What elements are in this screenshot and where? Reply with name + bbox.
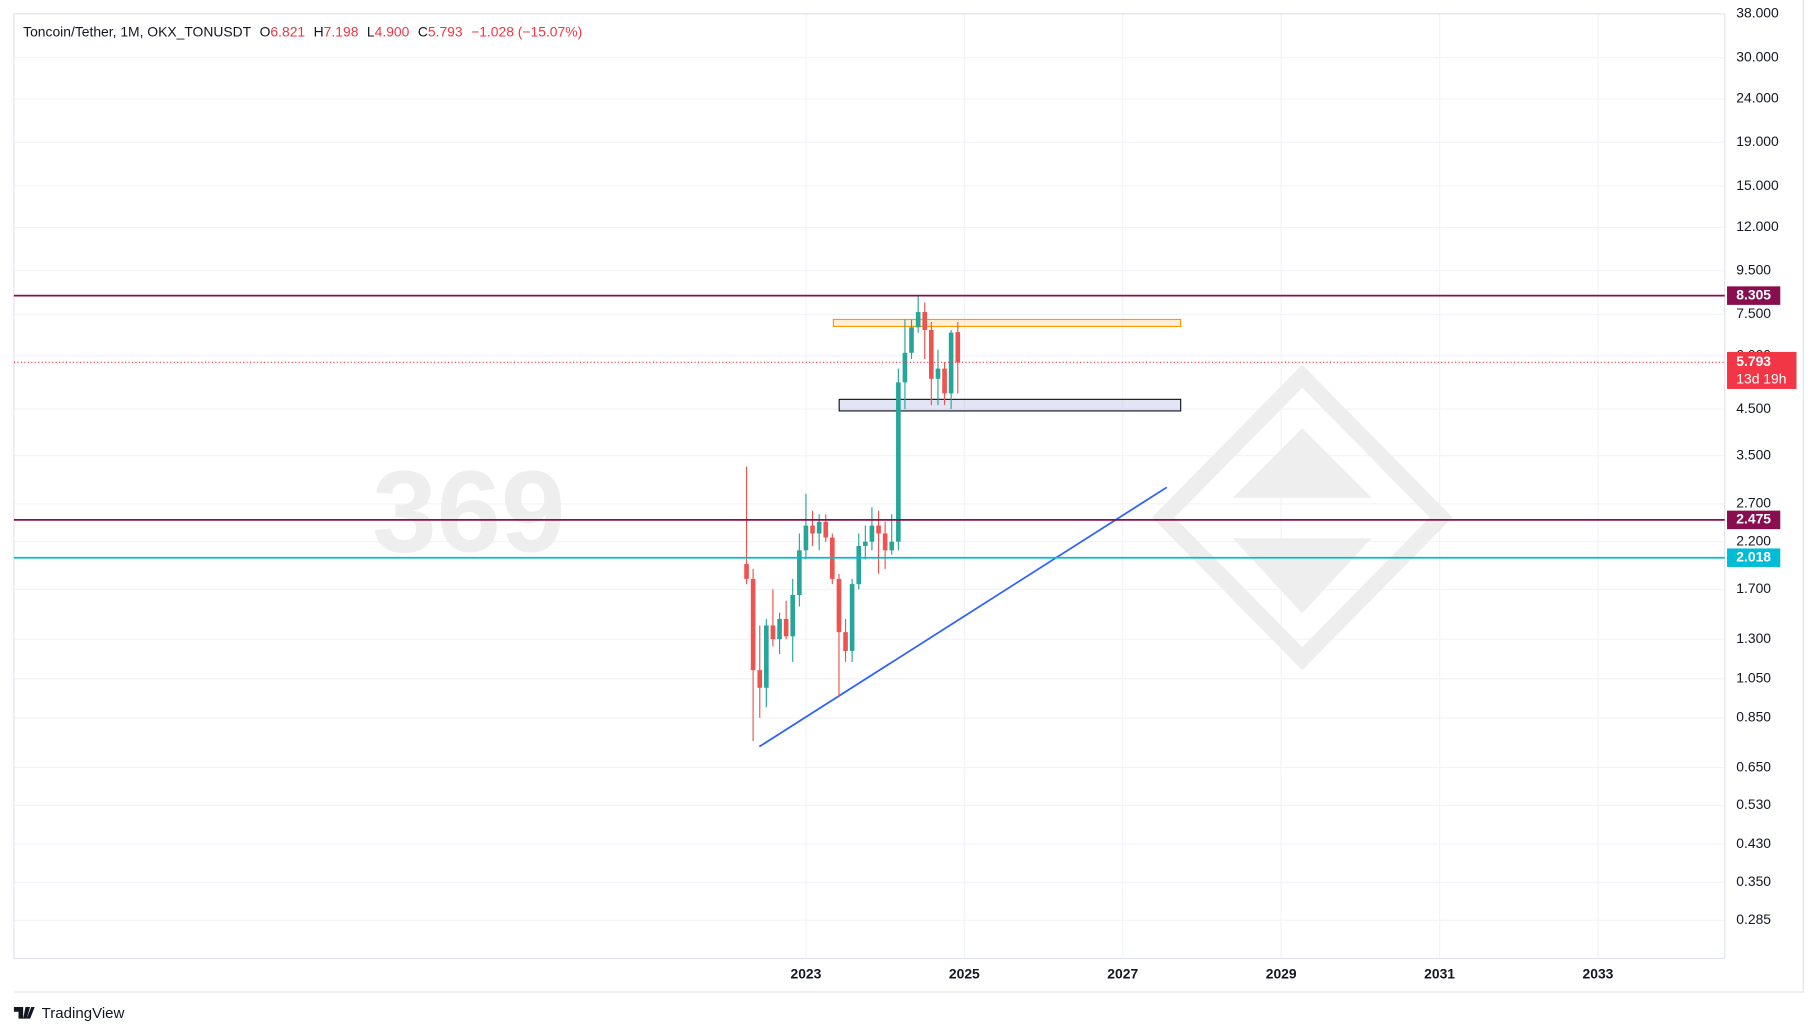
y-tick-label: 38.000 [1736,5,1779,21]
candle-body [922,312,928,330]
y-tick-label: 2.200 [1736,532,1771,548]
level-label: 2.475 [1736,511,1771,527]
candle-body [816,521,822,534]
x-tick-label: 2023 [791,965,822,981]
ohlc-label: H [314,23,324,39]
y-tick-label: 3.500 [1736,446,1771,462]
y-tick-label: 4.500 [1736,400,1771,416]
y-tick-label: 7.500 [1736,305,1771,321]
ohlc-value: 7.198 [324,23,359,39]
candle-body [770,625,776,640]
candle-body [777,618,782,640]
candle-body [803,525,809,551]
ohlc-label: O [260,23,271,39]
symbol: Toncoin/Tether, 1M, OKX_TONUSDT [23,23,252,39]
legend-header: Toncoin/Tether, 1M, OKX_TONUSDT O6.821 H… [23,23,582,39]
ohlc-value: 4.900 [375,23,410,39]
ohlc-label: C [418,23,428,39]
candle-body [843,632,848,651]
candle-body [942,368,947,394]
marks-layer [13,294,1725,742]
candle-body [869,525,875,542]
candle-body [856,545,862,585]
candle-body [889,541,895,551]
candle-body [764,625,769,688]
candle-body [955,332,961,363]
candle-body [744,564,749,579]
y-tick-label: 19.000 [1736,133,1779,149]
candle-body [948,332,954,394]
watermark-logo [1151,364,1453,671]
level-label: 8.305 [1736,286,1771,302]
candle-body [876,525,881,534]
candle-body [790,595,796,637]
candle-body [915,312,921,328]
y-tick-label: 0.285 [1736,911,1771,927]
y-tick-label: 0.430 [1736,835,1771,851]
y-tick-label: 0.350 [1736,873,1771,889]
level-label-box [1727,548,1781,567]
footer-logo: TradingView [13,1005,125,1022]
logo-icon [13,1007,35,1019]
level-label-box [1727,510,1781,530]
y-tick-label: 2.700 [1736,494,1771,510]
grid-layer [13,13,1725,959]
footer-text: TradingView [42,1005,125,1022]
candle-body [810,525,815,534]
candle-body [909,327,914,353]
x-tick-label: 2031 [1424,965,1455,981]
candle-body [902,352,908,383]
level-label-box [1727,286,1781,305]
candle-body [849,584,855,651]
ohlc-value: 5.793 [428,23,463,39]
y-tick-label: 0.650 [1736,758,1771,774]
price-label: 5.793 [1736,353,1771,369]
support-zone [838,398,1182,412]
x-tick-label: 2025 [949,965,980,981]
candle-body [823,521,829,538]
x-tick-label: 2027 [1107,965,1138,981]
candle-body [896,382,901,542]
change: −1.028 (−15.07%) [471,23,582,39]
y-tick-label: 0.850 [1736,709,1771,725]
x-tick-label: 2033 [1583,965,1614,981]
y-tick-label: 15.000 [1736,177,1779,193]
countdown-label: 13d 19h [1736,370,1786,386]
candle-body [882,533,888,551]
price-label-box [1727,351,1797,389]
watermark-logo [1232,428,1372,498]
y-tick-label: 24.000 [1736,90,1779,106]
candle-body [783,618,789,637]
candle-body [797,550,802,596]
y-tick-label: 30.000 [1736,48,1779,64]
y-tick-label: 1.050 [1736,669,1771,685]
y-tick-label: 9.500 [1736,261,1771,277]
y-tick-label: 12.000 [1736,218,1779,234]
x-tick-label: 2029 [1266,965,1297,981]
level-label: 2.018 [1736,548,1771,564]
y-tick-label: 1.300 [1736,630,1771,646]
ohlc-value: 6.821 [270,23,305,39]
candle-body [757,670,763,688]
candle-body [750,578,756,671]
candle-body [929,329,934,379]
y-tick-label: 1.700 [1736,580,1771,596]
candle-body [935,368,941,379]
trend-line [758,486,1168,748]
watermark-text: 369 [372,446,565,576]
ohlc-label: L [367,23,375,39]
y-tick-label: 0.530 [1736,796,1771,812]
candle-body [836,578,842,633]
plot-frame [13,13,1726,960]
candle-body [863,541,868,546]
resistance-zone [832,318,1182,328]
